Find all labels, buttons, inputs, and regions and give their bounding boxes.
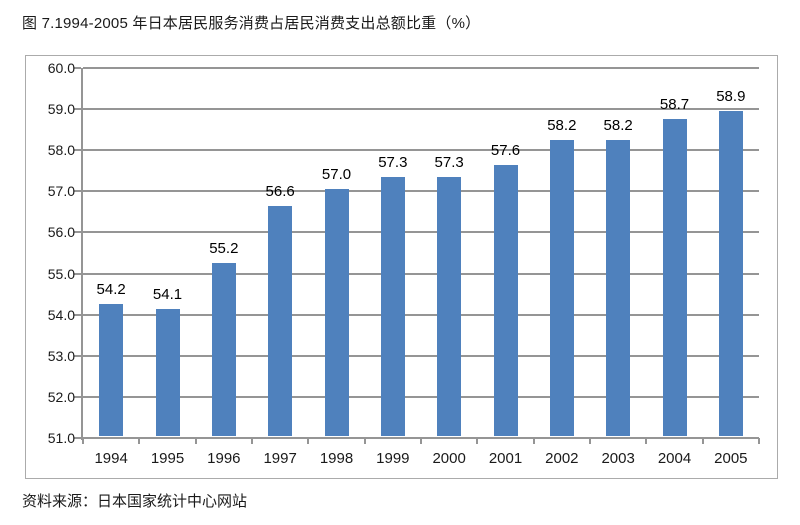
y-axis-label: 51.0 (47, 430, 75, 446)
bar (211, 263, 236, 436)
bar-chart: 51.0 52.0 53.0 54.0 55.0 56.0 57.0 58.0 59.0 60.0… (25, 55, 778, 479)
x-axis-label: 1994 (94, 450, 128, 467)
value-label: 55.2 (209, 240, 239, 258)
y-axis-tick (74, 313, 81, 316)
y-axis-tick (74, 437, 81, 439)
bar (606, 140, 631, 436)
bar (155, 308, 180, 436)
x-axis-tick (701, 438, 704, 444)
x-axis-label: 1996 (207, 450, 241, 467)
y-axis-tick (74, 395, 81, 398)
gridline (83, 395, 759, 398)
gridline (83, 231, 759, 234)
chart-title: 图 7.1994-2005 年日本居民服务消费占居民消费支出总额比重（%） (22, 15, 481, 32)
x-axis-label: 2003 (601, 450, 635, 467)
y-axis-tick (74, 190, 81, 193)
y-axis-tick (74, 231, 81, 234)
gridline (83, 67, 759, 69)
x-axis-label: 1995 (150, 450, 185, 467)
x-axis-tick (645, 438, 648, 444)
value-label: 54.2 (96, 281, 126, 299)
y-axis-label: 58.0 (47, 142, 75, 159)
y-axis-label: 52.0 (47, 388, 75, 405)
value-label: 57.0 (321, 166, 352, 184)
y-axis-tick (74, 149, 81, 152)
y-axis-line (81, 68, 83, 440)
plot-area: 51.0 52.0 53.0 54.0 55.0 56.0 57.0 58.0 59.0 60.0… (48, 61, 760, 467)
x-axis-label: 2000 (432, 450, 466, 467)
x-axis-tick (82, 438, 84, 444)
value-label: 56.6 (265, 182, 295, 200)
x-axis-label: 2001 (488, 450, 523, 467)
y-axis-tick (74, 108, 81, 111)
x-axis-label: 1999 (376, 450, 410, 467)
value-label: 58.7 (659, 96, 690, 114)
bar (662, 119, 687, 436)
x-axis-tick (476, 438, 479, 444)
x-axis-tick (251, 438, 253, 444)
bar (493, 164, 518, 436)
value-label: 58.9 (716, 88, 746, 106)
value-label: 57.3 (434, 154, 464, 171)
x-axis-tick (363, 438, 366, 444)
y-axis-tick (74, 272, 81, 275)
bar (549, 140, 574, 436)
value-label: 57.3 (378, 154, 408, 171)
y-axis-label: 59.0 (47, 101, 75, 118)
x-axis-tick (138, 438, 141, 444)
x-axis-tick (420, 438, 422, 444)
x-axis-label: 2004 (657, 450, 692, 467)
x-axis-tick (758, 438, 760, 444)
y-axis-label: 60.0 (47, 60, 75, 76)
value-label: 58.2 (603, 117, 633, 134)
y-axis-label: 53.0 (47, 347, 75, 364)
x-axis-tick (307, 438, 310, 444)
y-axis-label: 57.0 (47, 183, 75, 200)
bar (380, 177, 405, 436)
value-label: 57.6 (490, 141, 521, 159)
x-axis-label: 1998 (319, 450, 354, 467)
gridline (83, 149, 759, 152)
bar (437, 177, 462, 436)
y-axis-label: 55.0 (47, 265, 75, 282)
bar (718, 111, 743, 436)
y-axis-label: 56.0 (47, 224, 75, 241)
gridline (83, 190, 759, 193)
y-axis-tick (74, 354, 81, 357)
gridline (83, 313, 759, 316)
y-axis-label: 54.0 (47, 306, 75, 323)
x-axis-label: 1997 (263, 450, 297, 467)
value-label: 54.1 (152, 285, 183, 303)
y-axis-tick (74, 67, 81, 69)
gridline (83, 272, 759, 275)
gridline (83, 108, 759, 111)
gridline (83, 354, 759, 357)
bar (99, 304, 124, 436)
bar (324, 189, 349, 436)
x-axis-tick (194, 438, 197, 444)
source-note: 资料来源：日本国家统计中心网站 (22, 493, 248, 510)
bar (268, 205, 293, 436)
x-axis-label: 2005 (714, 450, 748, 467)
value-label: 58.2 (547, 117, 577, 134)
x-axis-tick (532, 438, 535, 444)
x-axis-label: 2002 (545, 450, 579, 467)
x-axis-tick (589, 438, 591, 444)
